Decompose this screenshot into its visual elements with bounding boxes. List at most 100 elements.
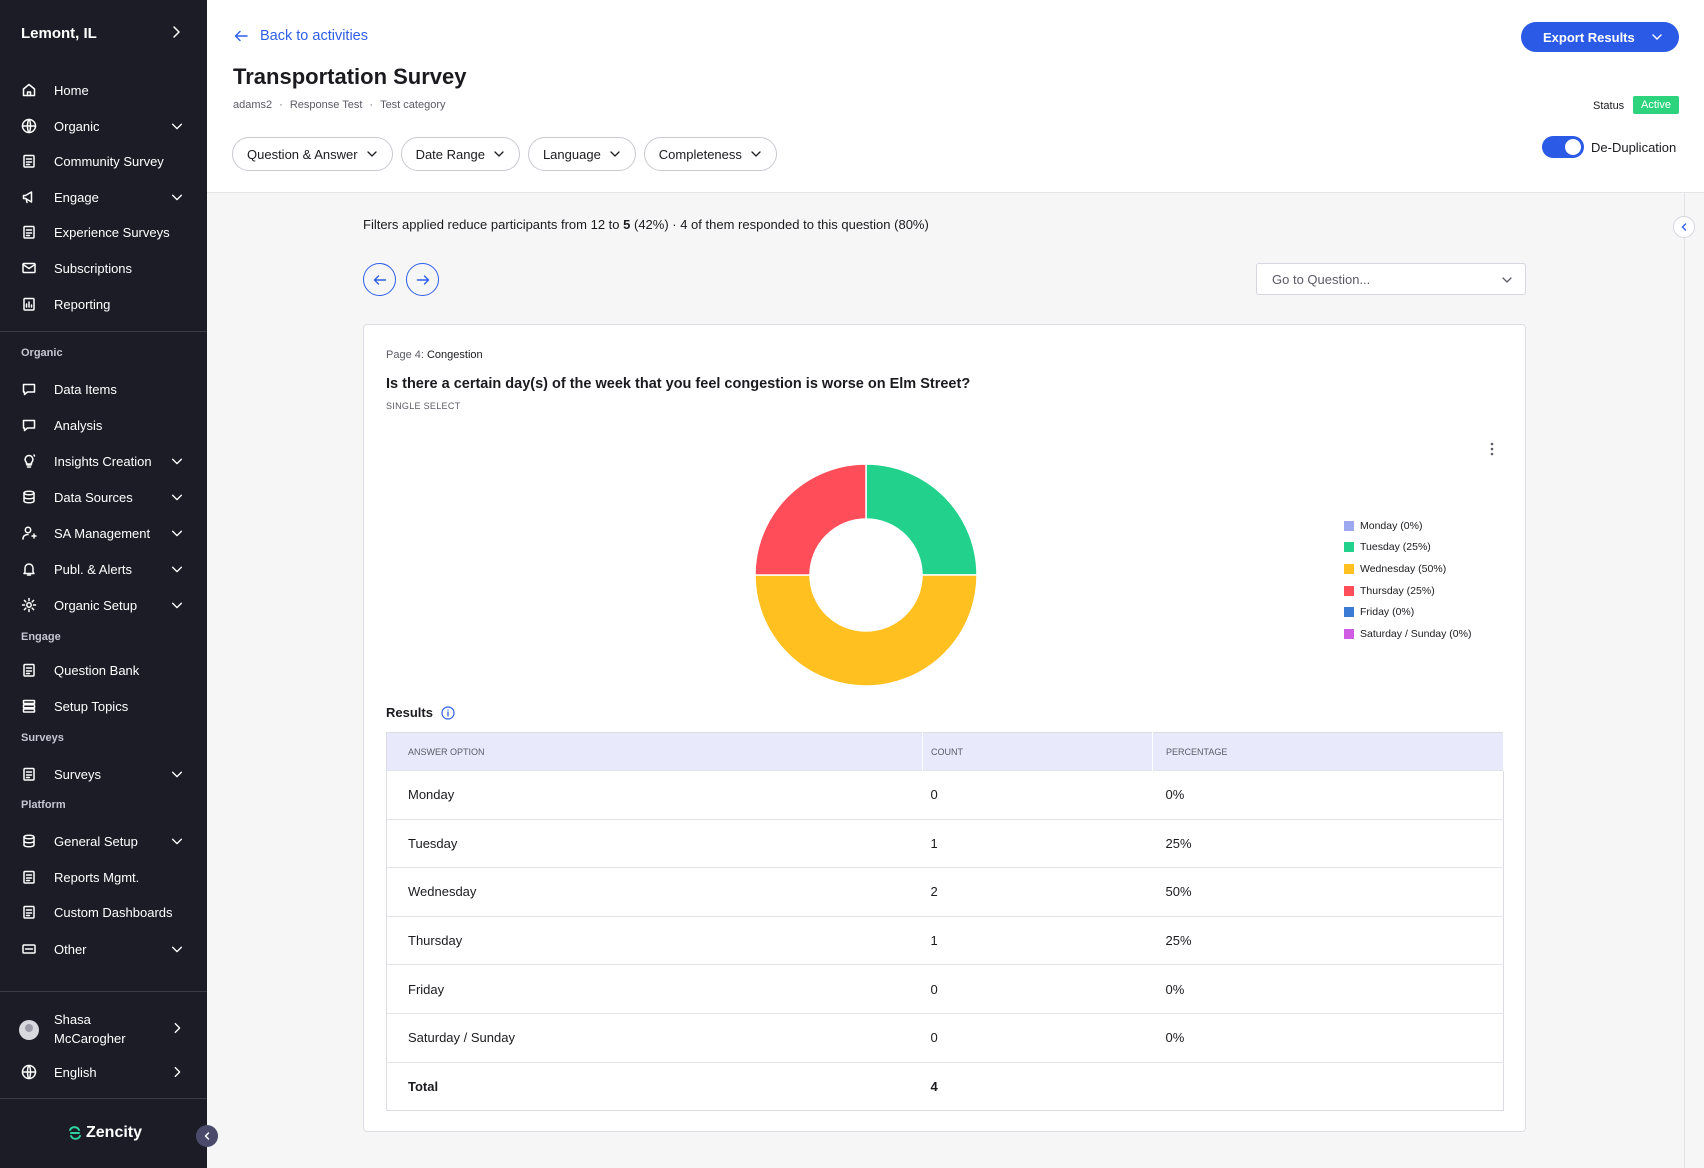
database-icon bbox=[23, 834, 35, 848]
sidebar-item-organic-setup[interactable]: Organic Setup bbox=[0, 590, 207, 620]
header-answer-option: ANSWER OPTION bbox=[386, 732, 923, 771]
legend-label: Monday (0%) bbox=[1360, 519, 1423, 532]
table-row: Friday 0 0% bbox=[386, 964, 1504, 1014]
filter-label: Language bbox=[542, 146, 601, 162]
filter-question-answer[interactable]: Question & Answer bbox=[232, 137, 393, 171]
question-card: Page 4: Congestion Is there a certain da… bbox=[363, 324, 1526, 1132]
more-options-icon[interactable] bbox=[1489, 441, 1495, 457]
user-menu[interactable]: Shasa McCarogher bbox=[0, 1005, 207, 1051]
sidebar-item-other[interactable]: Other bbox=[0, 934, 207, 964]
sidebar-item-sa-management[interactable]: SA Management bbox=[0, 518, 207, 548]
legend-item[interactable]: Saturday / Sunday (0%) bbox=[1344, 623, 1471, 645]
slice-thursday[interactable] bbox=[754, 463, 867, 576]
previous-question-button[interactable] bbox=[363, 263, 396, 296]
filter-completeness[interactable]: Completeness bbox=[643, 137, 777, 171]
sidebar-item-home[interactable]: Home bbox=[0, 75, 207, 105]
legend-item[interactable]: Monday (0%) bbox=[1344, 515, 1471, 537]
filter-date-range[interactable]: Date Range bbox=[400, 137, 520, 171]
arrow-left-icon bbox=[234, 30, 248, 42]
table-row: Wednesday 2 50% bbox=[386, 867, 1504, 917]
expand-panel-button[interactable] bbox=[1673, 216, 1695, 238]
filter-language[interactable]: Language bbox=[527, 137, 636, 171]
page-title: Transportation Survey bbox=[233, 64, 467, 89]
legend-item[interactable]: Thursday (25%) bbox=[1344, 580, 1471, 602]
chevron-right-icon bbox=[174, 1066, 181, 1078]
answer-option-cell: Monday bbox=[386, 770, 923, 820]
filter-label: Completeness bbox=[658, 146, 742, 162]
export-label: Export Results bbox=[1543, 29, 1635, 45]
megaphone-icon bbox=[22, 191, 33, 204]
sidebar-item-question-bank[interactable]: Question Bank bbox=[0, 655, 207, 685]
legend-label: Tuesday (25%) bbox=[1360, 541, 1431, 554]
header-percentage: PERCENTAGE bbox=[1152, 732, 1504, 771]
page-label: Page 4: Congestion bbox=[386, 349, 483, 361]
sidebar-item-setup-topics[interactable]: Setup Topics bbox=[0, 691, 207, 721]
legend-label: Friday (0%) bbox=[1360, 606, 1415, 619]
user-name: Shasa McCarogher bbox=[54, 1012, 126, 1046]
sidebar-item-label: Other bbox=[54, 941, 87, 957]
right-panel-divider bbox=[1684, 193, 1685, 1168]
sidebar-item-organic[interactable]: Organic bbox=[0, 111, 207, 141]
sidebar-item-publ-alerts[interactable]: Publ. & Alerts bbox=[0, 554, 207, 584]
export-results-button[interactable]: Export Results bbox=[1521, 22, 1679, 52]
org-name: Lemont, IL bbox=[21, 25, 97, 42]
chevron-down-icon bbox=[1652, 34, 1662, 40]
page-header: Back to activities Transportation Survey… bbox=[207, 0, 1704, 193]
report-icon bbox=[23, 297, 35, 311]
clipboard-icon bbox=[23, 663, 35, 677]
percentage-cell: 25% bbox=[1152, 915, 1504, 965]
sidebar-item-data-items[interactable]: Data Items bbox=[0, 374, 207, 404]
sidebar-item-general-setup[interactable]: General Setup bbox=[0, 826, 207, 856]
sidebar-item-data-sources[interactable]: Data Sources bbox=[0, 482, 207, 512]
chevron-right-icon[interactable] bbox=[168, 24, 184, 40]
sidebar-item-custom-dashboards[interactable]: Custom Dashboards bbox=[0, 897, 207, 927]
meta-author: adams2 bbox=[233, 99, 273, 111]
chevron-down-icon bbox=[171, 494, 183, 501]
filter-label: Question & Answer bbox=[247, 146, 358, 162]
chart-legend: Monday (0%) Tuesday (25%) Wednesday (50%) T… bbox=[1344, 515, 1471, 645]
slice-wednesday[interactable] bbox=[754, 574, 978, 687]
zencity-logo: Zencity bbox=[68, 1124, 142, 1142]
chevron-down-icon bbox=[171, 530, 183, 537]
legend-item[interactable]: Wednesday (50%) bbox=[1344, 558, 1471, 580]
divider bbox=[0, 1098, 207, 1099]
legend-item[interactable]: Friday (0%) bbox=[1344, 601, 1471, 623]
sidebar-item-analysis[interactable]: Analysis bbox=[0, 410, 207, 440]
chevron-down-icon bbox=[171, 566, 183, 573]
percentage-cell: 0% bbox=[1152, 964, 1504, 1014]
list-icon bbox=[22, 699, 36, 713]
deduplication-label: De-Duplication bbox=[1591, 140, 1677, 155]
slice-tuesday[interactable] bbox=[865, 463, 978, 576]
go-to-question-select[interactable]: Go to Question... bbox=[1256, 263, 1526, 295]
chevron-down-icon bbox=[171, 194, 183, 201]
sidebar-item-community-survey[interactable]: Community Survey bbox=[0, 146, 207, 176]
sidebar-item-reports-mgmt[interactable]: Reports Mgmt. bbox=[0, 862, 207, 892]
count-cell: 0 bbox=[922, 1012, 1153, 1063]
legend-item[interactable]: Tuesday (25%) bbox=[1344, 537, 1471, 559]
sidebar-item-insights-creation[interactable]: Insights Creation bbox=[0, 446, 207, 476]
sidebar-item-label: Setup Topics bbox=[54, 698, 129, 714]
info-icon[interactable] bbox=[441, 705, 455, 720]
sidebar-item-label: Custom Dashboards bbox=[54, 904, 173, 920]
count-cell: 2 bbox=[922, 867, 1153, 917]
sidebar-item-reporting[interactable]: Reporting bbox=[0, 289, 207, 319]
back-link[interactable]: Back to activities bbox=[234, 28, 368, 44]
sidebar-item-label: Home bbox=[54, 82, 89, 98]
language-selector[interactable]: English bbox=[0, 1057, 207, 1087]
clipboard-icon bbox=[23, 870, 35, 884]
sidebar-item-experience-surveys[interactable]: Experience Surveys bbox=[0, 217, 207, 247]
sidebar-item-label: Community Survey bbox=[54, 153, 164, 169]
collapse-sidebar-button[interactable] bbox=[196, 1125, 218, 1147]
sidebar-item-subscriptions[interactable]: Subscriptions bbox=[0, 253, 207, 283]
sidebar-item-engage[interactable]: Engage bbox=[0, 182, 207, 212]
sidebar-item-surveys[interactable]: Surveys bbox=[0, 759, 207, 789]
table-row: Thursday 1 25% bbox=[386, 915, 1504, 965]
deduplication-toggle[interactable] bbox=[1542, 136, 1584, 158]
chevron-down-icon bbox=[171, 458, 183, 465]
page-number: Page 4: bbox=[386, 349, 424, 361]
sidebar-item-label: Data Items bbox=[54, 381, 117, 397]
percentage-cell: 0% bbox=[1152, 1012, 1504, 1063]
question-text: Is there a certain day(s) of the week th… bbox=[386, 376, 971, 392]
next-question-button[interactable] bbox=[406, 263, 439, 296]
breadcrumb-meta: adams2 · Response Test · Test category bbox=[233, 99, 445, 111]
